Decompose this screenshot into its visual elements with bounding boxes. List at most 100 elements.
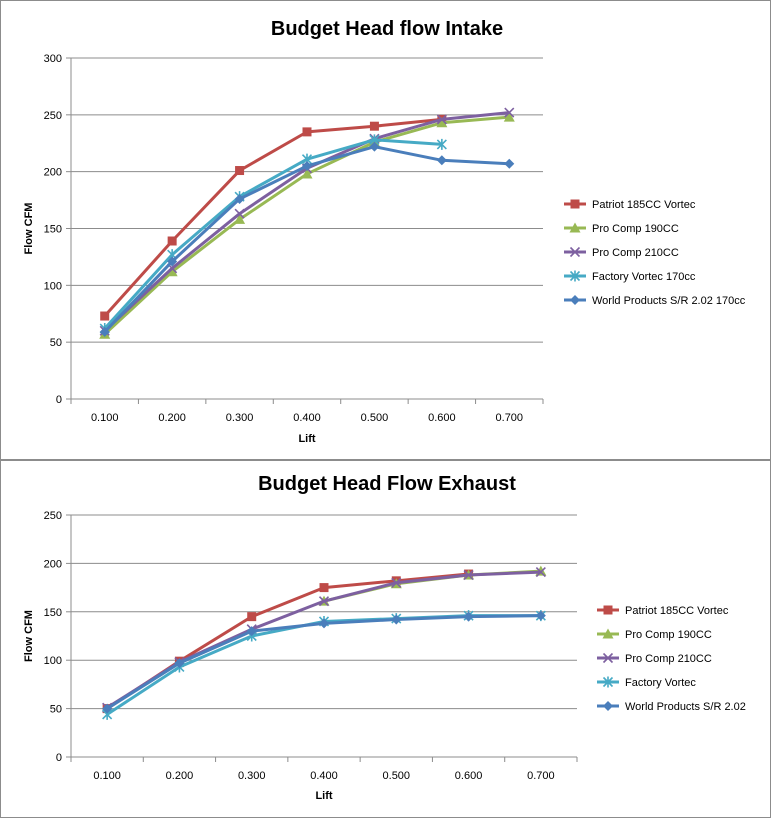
exhaust-y-axis-title: Flow CFM [23, 610, 35, 662]
exhaust-data-point-patriot-185cc-vortec [319, 583, 329, 593]
exhaust-legend-marker [602, 628, 614, 639]
intake-data-point-world-products-s-r-2-02-170cc [167, 256, 178, 267]
intake-data-point-pro-comp-210cc [504, 107, 515, 118]
intake-y-tick-label: 0 [56, 394, 62, 406]
intake-series-line-pro-comp-190cc [103, 115, 510, 336]
exhaust-x-tick-label: 0.500 [383, 770, 411, 782]
exhaust-legend-label: World Products S/R 2.02 [625, 701, 746, 713]
exhaust-x-tick-label: 0.200 [166, 770, 194, 782]
exhaust-legend-marker [602, 676, 614, 688]
intake-data-point-world-products-s-r-2-02-170cc [99, 326, 110, 337]
exhaust-y-tick-label: 100 [44, 655, 62, 667]
intake-series-world-products-s-r-2-02-170cc [99, 141, 515, 337]
intake-legend-label: Factory Vortec 170cc [592, 271, 696, 283]
intake-data-point-pro-comp-210cc [234, 208, 245, 219]
exhaust-legend-marker [603, 701, 613, 711]
exhaust-y-tick-label: 200 [44, 558, 62, 570]
intake-legend-entry-patriot-185cc-vortec: Patriot 185CC Vortec [564, 199, 696, 211]
exhaust-y-tick-label: 250 [44, 510, 62, 522]
intake-legend-marker [570, 295, 580, 305]
intake-data-point-pro-comp-190cc [436, 117, 448, 128]
intake-series-line-factory-vortec-170cc [103, 138, 442, 330]
exhaust-legend-entry-pro-comp-210cc: Pro Comp 210CC [597, 652, 712, 665]
exhaust-y-tick-label: 150 [44, 607, 62, 619]
intake-data-point-pro-comp-190cc [503, 111, 515, 122]
exhaust-y-tick-label: 50 [50, 704, 62, 716]
intake-legend-entry-pro-comp-190cc: Pro Comp 190CC [564, 222, 679, 235]
intake-series-pro-comp-210cc [99, 107, 515, 336]
exhaust-x-axis-title: Lift [315, 790, 332, 802]
intake-series-line-pro-comp-210cc [103, 111, 510, 332]
intake-x-tick-label: 0.600 [428, 412, 456, 424]
exhaust-legend-label: Patriot 185CC Vortec [625, 605, 729, 617]
exhaust-data-point-world-products-s-r-2-02 [174, 658, 185, 669]
intake-data-point-world-products-s-r-2-02-170cc [436, 155, 447, 166]
exhaust-series-line-pro-comp-210cc [106, 570, 541, 709]
intake-x-axis-title: Lift [298, 433, 315, 445]
intake-legend-entry-factory-vortec-170cc: Factory Vortec 170cc [564, 270, 696, 283]
intake-legend-label: Pro Comp 210CC [592, 247, 679, 259]
intake-legend-entry-pro-comp-210cc: Pro Comp 210CC [564, 246, 679, 259]
intake-legend-marker [569, 270, 581, 282]
intake-x-tick-label: 0.700 [496, 412, 524, 424]
exhaust-legend-entry-world-products-s-r-2-02: World Products S/R 2.02 [597, 701, 746, 713]
exhaust-x-tick-label: 0.100 [93, 770, 121, 782]
exhaust-chart-panel: Budget Head Flow Exhaust 0 50 100 150 200 250 0… [0, 460, 771, 818]
intake-data-point-patriot-185cc-vortec [235, 166, 245, 176]
exhaust-data-point-patriot-185cc-vortec [247, 612, 257, 622]
intake-data-point-world-products-s-r-2-02-170cc [302, 160, 312, 171]
exhaust-data-point-world-products-s-r-2-02 [319, 618, 329, 629]
exhaust-data-point-world-products-s-r-2-02 [391, 614, 402, 625]
intake-data-point-patriot-185cc-vortec [302, 127, 312, 137]
exhaust-y-tick-label: 0 [56, 752, 62, 764]
exhaust-series-line-pro-comp-190cc [323, 569, 541, 603]
exhaust-legend-marker [602, 652, 614, 664]
intake-data-point-pro-comp-210cc [436, 114, 447, 125]
intake-data-point-world-products-s-r-2-02-170cc [504, 158, 515, 169]
intake-data-point-pro-comp-190cc [234, 213, 246, 224]
intake-y-tick-label: 50 [50, 337, 62, 349]
exhaust-x-tick-label: 0.400 [310, 770, 338, 782]
exhaust-x-tick-label: 0.700 [527, 770, 555, 782]
exhaust-legend-label: Pro Comp 210CC [625, 653, 712, 665]
intake-legend-label: World Products S/R 2.02 170cc [592, 295, 746, 307]
exhaust-legend-label: Pro Comp 190CC [625, 629, 712, 641]
intake-series-pro-comp-190cc [99, 111, 515, 339]
exhaust-legend-entry-factory-vortec: Factory Vortec [597, 676, 696, 689]
intake-legend-label: Pro Comp 190CC [592, 223, 679, 235]
intake-x-tick-label: 0.300 [226, 412, 254, 424]
exhaust-data-point-pro-comp-210cc [463, 569, 474, 581]
intake-chart-title: Budget Head flow Intake [271, 18, 503, 40]
intake-y-tick-label: 150 [44, 224, 62, 236]
intake-y-tick-label: 300 [44, 53, 62, 65]
exhaust-chart: Budget Head Flow Exhaust 0 50 100 150 200 250 0… [23, 473, 746, 802]
intake-data-point-world-products-s-r-2-02-170cc [369, 141, 380, 152]
exhaust-data-point-world-products-s-r-2-02 [102, 703, 113, 714]
intake-x-tick-label: 0.500 [361, 412, 389, 424]
intake-y-tick-label: 200 [44, 167, 62, 179]
intake-x-tick-label: 0.200 [158, 412, 186, 424]
exhaust-legend-label: Factory Vortec [625, 677, 696, 689]
exhaust-data-point-pro-comp-210cc [318, 596, 330, 607]
intake-legend-marker [569, 246, 581, 258]
intake-y-tick-label: 100 [44, 280, 62, 292]
exhaust-data-point-world-products-s-r-2-02 [535, 610, 546, 621]
intake-x-tick-label: 0.400 [293, 412, 321, 424]
exhaust-data-point-pro-comp-210cc [535, 567, 546, 578]
exhaust-x-tick-label: 0.300 [238, 770, 266, 782]
intake-x-tick-label: 0.100 [91, 412, 119, 424]
intake-legend-label: Patriot 185CC Vortec [592, 199, 696, 211]
exhaust-x-tick-label: 0.600 [455, 770, 483, 782]
exhaust-series-line-world-products-s-r-2-02 [106, 614, 541, 710]
exhaust-series-patriot-185cc-vortec [102, 569, 474, 714]
intake-y-axis-title: Flow CFM [23, 203, 35, 255]
exhaust-legend-entry-pro-comp-190cc: Pro Comp 190CC [597, 628, 712, 641]
intake-series-line-patriot-185cc-vortec [103, 117, 443, 318]
intake-chart-panel: Budget Head flow Intake 0 50 100 150 200 250 30… [0, 0, 771, 460]
intake-legend-marker [570, 199, 580, 209]
intake-data-point-patriot-185cc-vortec [369, 121, 379, 131]
exhaust-series-line-patriot-185cc-vortec [106, 572, 469, 710]
exhaust-data-point-world-products-s-r-2-02 [463, 611, 474, 622]
intake-data-point-patriot-185cc-vortec [100, 311, 110, 321]
intake-chart: Budget Head flow Intake 0 50 100 150 200 250 30… [23, 18, 746, 445]
